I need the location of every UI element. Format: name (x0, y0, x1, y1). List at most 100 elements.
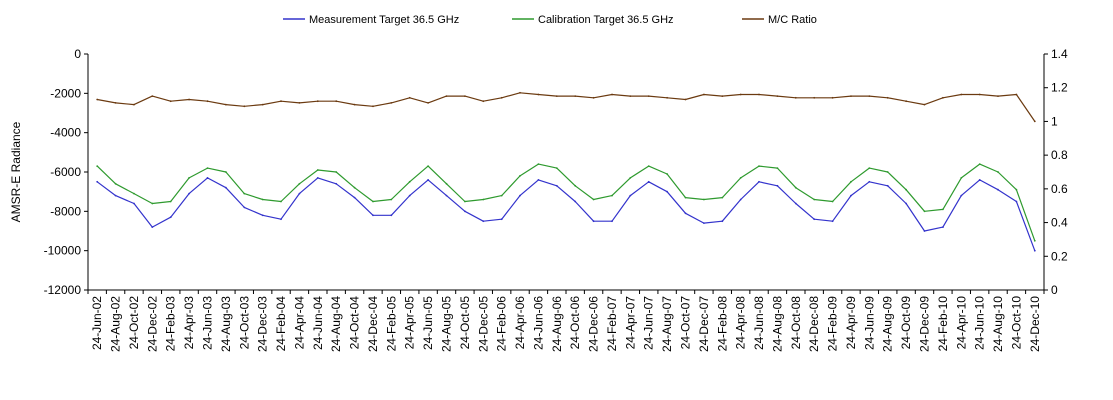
left-tick-label: -2000 (50, 86, 81, 100)
series-2-point (133, 192, 135, 195)
series-3-point (868, 95, 871, 97)
series-3-point (647, 95, 650, 97)
legend-label-3: M/C Ratio (768, 14, 817, 26)
x-tick-label: 24-Aug-10 (991, 296, 1005, 352)
right-tick-label: 0.8 (1051, 148, 1068, 162)
series-1-point (280, 218, 282, 221)
x-tick-label: 24-Oct-02 (127, 296, 141, 350)
series-2-point (500, 194, 503, 197)
series-1-point (960, 194, 963, 197)
x-tick-label: 24-Feb-05 (384, 296, 398, 352)
x-tick-label: 24-Oct-04 (348, 296, 362, 350)
series-2-point (206, 167, 209, 170)
series-3-point (1015, 93, 1018, 96)
right-tick-label: 0 (1051, 283, 1058, 297)
x-tick-label: 24-Aug-03 (219, 296, 233, 352)
x-tick-label: 24-Apr-07 (623, 296, 637, 350)
series-1-point (868, 180, 871, 183)
series-3-point (850, 95, 852, 97)
series-1-point (721, 220, 724, 223)
series-3-point (188, 98, 191, 101)
x-tick-label: 24-Dec-05 (476, 296, 490, 352)
series-1-point (114, 194, 117, 197)
series-2-point (776, 167, 779, 170)
series-1-point (758, 180, 760, 183)
right-tick-label: 0.4 (1051, 216, 1068, 230)
left-y-axis: 0 -2000 -4000 -6000 -8000 -10000 -12000 (44, 47, 89, 297)
y-axis-title: AMSR-E Radiance (9, 121, 23, 222)
x-tick-label: 24-Dec-07 (697, 296, 711, 352)
series-1-point (96, 180, 99, 183)
x-tick-label: 24-Dec-04 (366, 296, 380, 352)
legend-label-1: Measurement Target 36.5 GHz (309, 14, 459, 26)
series-3-point (298, 102, 301, 104)
x-tick-label: 24-Dec-03 (256, 296, 270, 352)
series-3-point (574, 95, 577, 97)
series-1-point (997, 188, 999, 191)
series-3-point (666, 96, 668, 99)
x-tick-label: 24-Oct-09 (899, 296, 913, 350)
series-2-point (997, 171, 999, 173)
x-tick-label: 24-Apr-04 (292, 296, 306, 350)
x-tick-label: 24-Jun-09 (862, 296, 876, 350)
series-2-point (629, 177, 632, 179)
x-tick-label: 24-Oct-08 (789, 296, 803, 350)
series-3-point (886, 96, 889, 99)
series-2-point (390, 198, 393, 201)
left-tick-label: 0 (74, 47, 81, 61)
series-2-point (353, 186, 356, 189)
series-3-point (261, 103, 264, 106)
series-1-point (905, 202, 907, 205)
series-1-point (684, 212, 687, 215)
series-3-point (592, 96, 595, 99)
x-tick-label: 24-Feb-04 (274, 296, 288, 352)
series-3-point (1033, 120, 1036, 123)
series-3-point (500, 96, 503, 99)
series-3-point (923, 103, 926, 106)
right-tick-label: 1.4 (1051, 47, 1068, 61)
series-2-point (1015, 188, 1018, 191)
series-line-1 (96, 177, 1036, 251)
series-3-point (611, 93, 613, 96)
series-2-point (96, 165, 99, 168)
x-tick-label: 24-Dec-10 (1028, 296, 1042, 352)
series-1-point (519, 194, 521, 197)
series-2-point (335, 171, 338, 173)
series-1-point (592, 220, 595, 223)
x-tick-label: 24-Dec-06 (587, 296, 601, 352)
series-1-point (500, 218, 503, 221)
series-3-point (739, 93, 742, 96)
series-3-point (978, 93, 981, 96)
series-3-point (684, 98, 687, 101)
x-tick-label: 24-Oct-05 (458, 296, 472, 350)
series-3-point (537, 93, 540, 96)
series-3-point (813, 96, 816, 99)
x-tick-label: 24-Aug-07 (660, 296, 674, 352)
series-3-point (96, 98, 99, 101)
right-tick-label: 1.2 (1051, 81, 1068, 95)
series-2-point (850, 180, 852, 183)
right-tick-label: 0.2 (1051, 249, 1068, 263)
series-3-point (831, 96, 834, 99)
series-2-point (886, 171, 889, 173)
series-2-point (794, 186, 797, 189)
series-3-point (390, 102, 393, 104)
series-1-point (923, 230, 926, 232)
series-2-point (831, 200, 834, 203)
series-1-point (169, 216, 172, 219)
x-tick-label: 24-Apr-05 (403, 296, 417, 350)
series-2-point (482, 198, 485, 201)
series-1-point (482, 220, 485, 223)
x-tick-label: 24-Jun-08 (752, 296, 766, 350)
series-3-point (555, 95, 558, 97)
series-1-point (850, 194, 852, 197)
series-3-point (445, 95, 448, 97)
plot-area (96, 91, 1036, 252)
series-1-point (408, 194, 411, 197)
series-1-point (243, 206, 246, 209)
series-1-point (978, 179, 981, 181)
series-2-point (684, 196, 687, 199)
x-tick-label: 24-Apr-06 (513, 296, 527, 350)
series-1-point (647, 180, 650, 183)
series-3-point (464, 95, 466, 97)
